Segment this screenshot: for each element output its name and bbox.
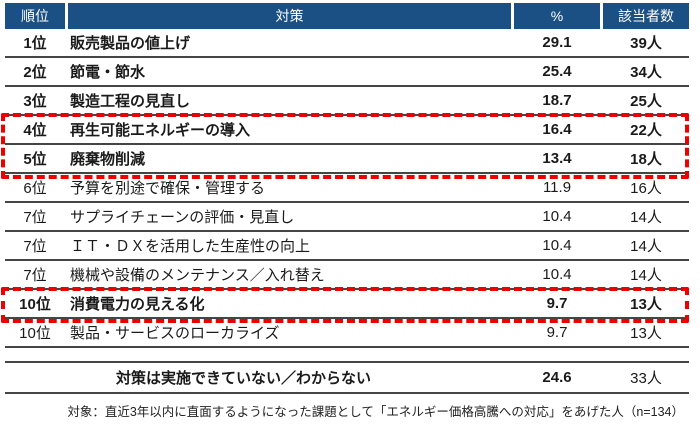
table-row: 7位 サプライチェーンの評価・見直し 10.4 14人 [5,203,689,232]
row-count: 22人 [630,122,662,139]
row-percent: 10.4 [542,208,572,225]
row-measure: 再生可能エネルギーの導入 [70,122,251,139]
summary-count: 33人 [630,370,662,387]
row-count: 14人 [630,238,662,255]
row-measure: 予算を別途で確保・管理する [70,180,266,197]
row-rank: 7位 [23,267,47,284]
summary-row: 対策は実施できていない／わからない 24.6 33人 [5,361,689,394]
row-percent: 9.7 [546,324,568,341]
row-rank: 7位 [23,238,47,255]
header-count-column: 該当者数 [603,3,689,29]
row-percent: 13.4 [542,150,572,167]
row-count: 25人 [630,93,662,110]
table-row: 10位 消費電力の見える化 9.7 13人 [5,290,689,319]
table-row: 10位 製品・サービスのローカライズ 9.7 13人 [5,319,689,348]
row-percent: 10.4 [542,266,572,283]
row-measure: 廃棄物削減 [70,151,146,168]
row-measure: 製造工程の見直し [70,93,191,110]
row-rank: 1位 [23,35,47,52]
row-percent: 10.4 [542,237,572,254]
header-rank-column: 順位 [5,3,65,29]
summary-measure: 対策は実施できていない／わからない [116,370,372,387]
row-rank: 4位 [23,122,47,139]
row-percent: 25.4 [542,63,572,80]
row-count: 13人 [630,325,662,342]
row-measure: 製品・サービスのローカライズ [70,325,280,342]
row-rank: 6位 [23,180,47,197]
table-row: 7位 機械や設備のメンテナンス／入れ替え 10.4 14人 [5,261,689,290]
row-percent: 29.1 [542,34,572,51]
row-count: 34人 [630,64,662,81]
summary-percent: 24.6 [542,369,572,386]
row-measure: ＩＴ・ＤＸを活用した生産性の向上 [70,238,311,255]
table-row: 4位 再生可能エネルギーの導入 16.4 22人 [5,116,689,145]
table-header-row: 順位 対策 % 該当者数 [5,3,689,29]
table-row: 5位 廃棄物削減 13.4 18人 [5,145,689,174]
row-measure: 機械や設備のメンテナンス／入れ替え [70,267,325,284]
row-count: 39人 [630,35,662,52]
row-measure: サプライチェーンの評価・見直し [70,209,295,226]
table-row: 2位 節電・節水 25.4 34人 [5,58,689,87]
footnote: 対象：直近3年以内に直面するようになった課題として「エネルギー価格高騰への対応」… [67,405,684,419]
header-measure-column: 対策 [68,3,511,29]
row-percent: 16.4 [542,121,572,138]
row-rank: 7位 [23,209,47,226]
row-percent: 9.7 [546,295,568,312]
row-rank: 3位 [23,93,47,110]
table-row: 6位 予算を別途で確保・管理する 11.9 16人 [5,174,689,203]
ranking-table: 順位 対策 % 該当者数 1位 販売製品の値上げ 29.1 39人 2位 節電・… [1,3,689,348]
row-count: 14人 [630,267,662,284]
row-measure: 消費電力の見える化 [70,296,205,313]
row-percent: 11.9 [542,179,572,196]
row-measure: 節電・節水 [70,64,146,81]
table-row: 3位 製造工程の見直し 18.7 25人 [5,87,689,116]
row-count: 18人 [630,151,662,168]
header-percent-column: % [514,3,600,29]
row-count: 13人 [630,296,662,313]
row-rank: 10位 [19,325,51,342]
row-measure: 販売製品の値上げ [70,35,191,52]
row-count: 14人 [630,209,662,226]
row-rank: 2位 [23,64,47,81]
row-percent: 18.7 [542,92,572,109]
row-rank: 10位 [19,296,51,313]
table-row: 1位 販売製品の値上げ 29.1 39人 [5,29,689,58]
row-rank: 5位 [23,151,47,168]
row-count: 16人 [630,180,662,197]
table-body: 1位 販売製品の値上げ 29.1 39人 2位 節電・節水 25.4 34人 3… [5,29,689,348]
table-row: 7位 ＩＴ・ＤＸを活用した生産性の向上 10.4 14人 [5,232,689,261]
